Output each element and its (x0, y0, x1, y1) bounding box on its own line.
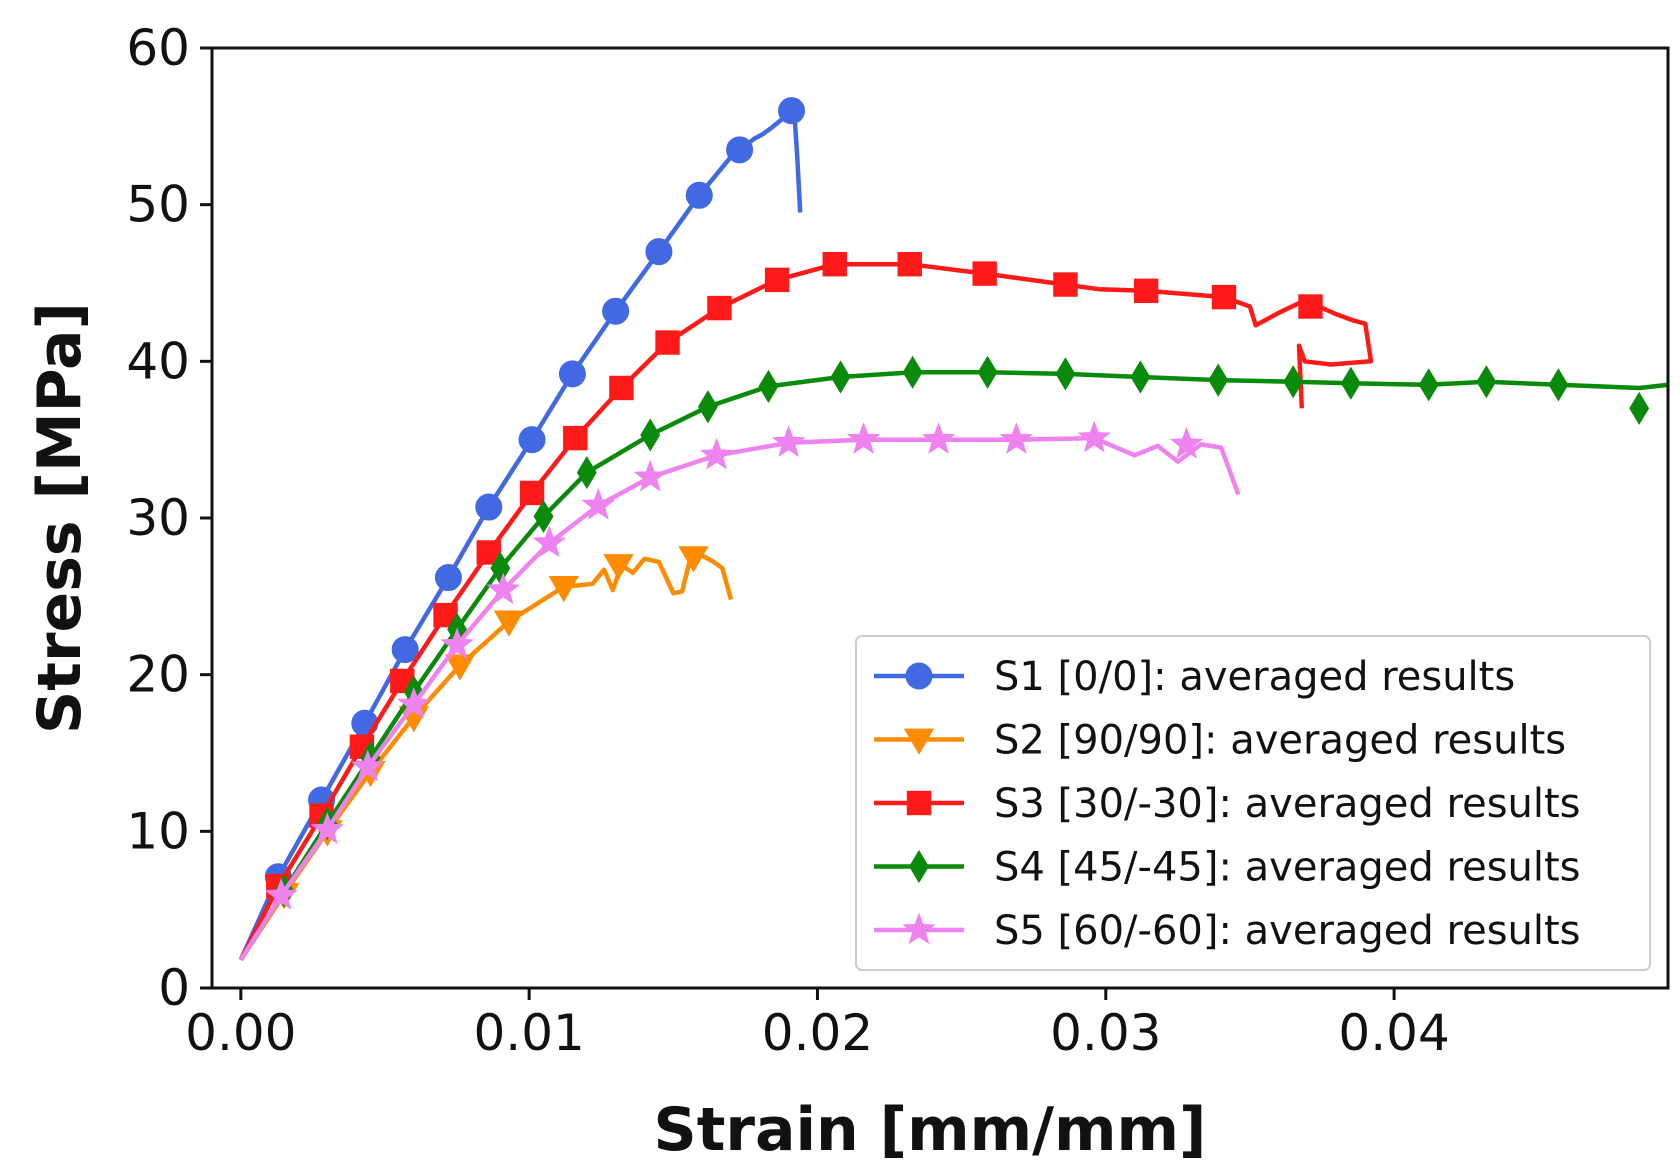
y-tick-label: 40 (126, 332, 190, 390)
data-point (603, 554, 634, 581)
data-point (764, 267, 790, 293)
data-point (699, 437, 734, 470)
data-point (486, 572, 520, 605)
y-axis-title: Stress [MPa] (25, 302, 95, 734)
data-point (558, 360, 586, 388)
legend-marker (902, 912, 936, 945)
data-point (1476, 365, 1497, 399)
data-point (822, 252, 847, 277)
data-point (1283, 365, 1304, 399)
data-point (519, 480, 545, 506)
data-point (609, 375, 634, 401)
data-point (645, 238, 673, 266)
legend-item: S2 [90/90]: averaged results (874, 718, 1566, 764)
data-point (1130, 360, 1151, 394)
data-point (771, 425, 806, 457)
y-tick-label: 60 (126, 19, 190, 77)
data-point (846, 422, 881, 454)
data-point (655, 330, 680, 355)
data-point (1055, 357, 1076, 391)
data-point (697, 390, 718, 424)
data-point (1208, 363, 1229, 397)
data-point (778, 97, 806, 125)
data-point (264, 877, 298, 910)
x-axis-title: Strain [mm/mm] (654, 1095, 1207, 1165)
data-point (1298, 294, 1323, 319)
x-tick-label: 0.04 (1338, 1004, 1449, 1062)
data-point (351, 749, 385, 782)
data-point (444, 654, 476, 681)
x-tick-label: 0.00 (185, 1004, 296, 1062)
data-point (576, 455, 597, 490)
legend-marker (906, 790, 932, 816)
legend-marker (903, 728, 935, 755)
legend-label: S3 [30/-30]: averaged results (994, 781, 1581, 827)
data-point (758, 369, 779, 403)
data-point (1211, 284, 1237, 310)
data-point (902, 355, 923, 389)
data-point (397, 686, 431, 719)
data-point (678, 546, 709, 573)
data-point (999, 422, 1034, 454)
data-point (533, 499, 554, 534)
y-tick-label: 30 (126, 489, 190, 547)
data-point (1548, 368, 1569, 402)
data-point (977, 355, 998, 389)
data-point (518, 426, 546, 454)
legend-item: S3 [30/-30]: averaged results (874, 781, 1581, 827)
data-point (548, 576, 579, 603)
data-point (972, 261, 997, 286)
ticks-layer: 0.00 0.01 0.02 0.03 0.04 0 10 20 30 40 50 60 (126, 19, 1449, 1062)
data-point (434, 564, 462, 592)
data-point (440, 627, 474, 660)
data-point (633, 459, 667, 492)
y-tick-label: 10 (126, 802, 190, 860)
legend-label: S5 [60/-60]: averaged results (994, 908, 1581, 954)
data-point (602, 297, 630, 325)
data-point (1053, 272, 1078, 297)
y-tick-label: 50 (126, 176, 190, 234)
data-point (391, 636, 419, 664)
series-5 (238, 420, 1241, 961)
data-point (1418, 368, 1439, 402)
data-point (726, 136, 754, 164)
data-point (581, 487, 616, 520)
legend-label: S1 [0/0]: averaged results (994, 654, 1515, 700)
data-point (640, 418, 661, 452)
legend-label: S2 [90/90]: averaged results (994, 718, 1566, 764)
legend-box (855, 635, 1651, 971)
series-layer (238, 97, 1668, 962)
data-point (563, 425, 588, 451)
legend: S1 [0/0]: averaged results S2 [90/90]: av… (855, 635, 1651, 971)
data-point (897, 252, 922, 277)
data-point (830, 360, 851, 394)
data-point (475, 493, 503, 521)
data-point (532, 525, 567, 558)
legend-item: S1 [0/0]: averaged results (874, 654, 1515, 700)
y-tick-label: 20 (126, 646, 190, 704)
x-tick-label: 0.03 (1050, 1004, 1161, 1062)
x-tick-label: 0.01 (473, 1004, 584, 1062)
y-tick-label: 0 (158, 959, 190, 1017)
data-point (493, 610, 525, 637)
data-point (310, 812, 345, 844)
data-point (1629, 391, 1650, 425)
data-point (1169, 426, 1204, 459)
data-point (1340, 366, 1361, 400)
data-point (685, 181, 713, 209)
legend-item: S5 [60/-60]: averaged results (874, 908, 1581, 954)
data-point (921, 422, 956, 454)
data-point (1077, 420, 1111, 453)
legend-marker (909, 849, 929, 884)
data-point (1133, 278, 1159, 304)
legend-marker (905, 662, 933, 690)
legend-item: S4 [45/-45]: averaged results (874, 845, 1581, 891)
legend-label: S4 [45/-45]: averaged results (994, 845, 1581, 891)
data-point (707, 295, 732, 321)
x-tick-label: 0.02 (762, 1004, 873, 1062)
